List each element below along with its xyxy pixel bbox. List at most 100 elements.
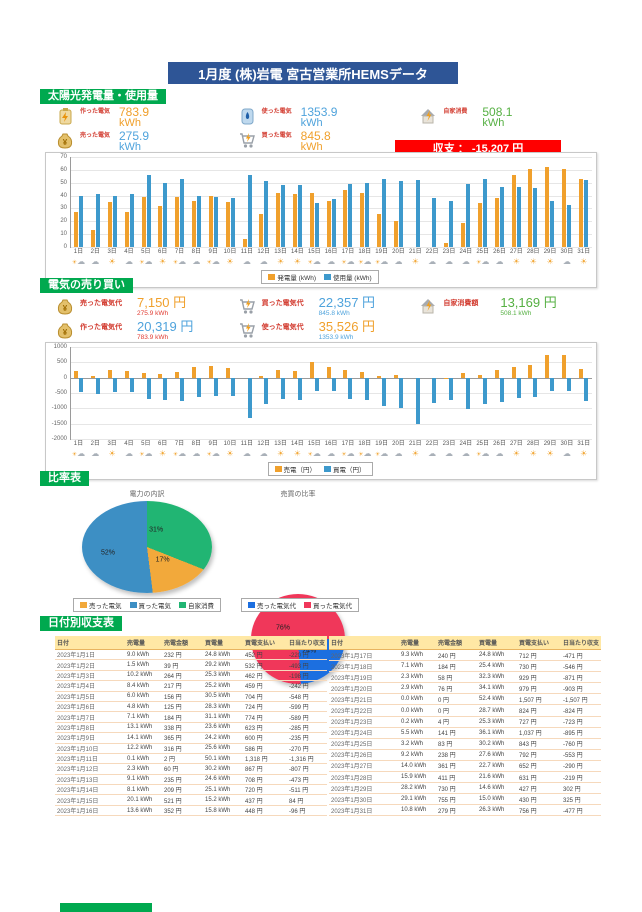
kpi-value: 35,526 円	[318, 319, 376, 334]
bar-series-2	[230, 377, 235, 396]
bar-group-day-8	[189, 157, 206, 247]
bar-series-2	[129, 377, 134, 392]
bar-series-2	[96, 377, 101, 394]
x-axis-label: 15日	[307, 249, 321, 255]
weather-icon-partly: ☀☁	[139, 257, 153, 266]
bar-group-day-12	[256, 157, 273, 247]
y-axis-tick: 40	[60, 192, 67, 199]
x-axis-label: 9日	[208, 441, 218, 447]
legend-item: 買った電気	[129, 600, 171, 610]
bar-series-1	[444, 243, 449, 247]
weather-icon-partly: ☀☁	[358, 257, 372, 266]
x-axis-label: 2日	[90, 441, 100, 447]
bar-series-2	[146, 175, 151, 247]
table-cell: 50.1 kWh	[203, 753, 243, 765]
table-cell: 2023年1月14日	[55, 784, 125, 796]
x-axis-label: 26日	[493, 441, 506, 447]
pie-percent-label: 17%	[155, 556, 170, 564]
weather-icon-sun: ☀	[529, 257, 537, 266]
gridline	[71, 439, 592, 440]
table-cell: 338 円	[162, 722, 203, 734]
x-axis-label: 2日	[90, 249, 100, 255]
y-axis-tick: 20	[60, 218, 67, 225]
table-cell: 13.6 kWh	[125, 805, 162, 817]
bar-group-day-29	[542, 347, 559, 439]
pie-legend-power-breakdown: 売った電気 買った電気 自家消費	[52, 598, 242, 612]
legend-swatch	[248, 602, 255, 608]
table-cell: 27.6 kWh	[477, 749, 517, 761]
bar-series-2	[163, 182, 168, 247]
table-cell: 29.1 kWh	[399, 793, 436, 806]
bar-series-2	[297, 377, 302, 400]
table-row: 2023年1月5日 6.0 kWh 156 円 30.5 kWh 704 円 -548 円	[55, 691, 327, 702]
table-cell: -807 円	[287, 763, 327, 775]
weather-icon-partly: ☀☁	[71, 257, 86, 266]
bar-group-day-31	[575, 347, 592, 439]
gridline	[71, 157, 592, 158]
table-cell: 22.7 kWh	[477, 760, 517, 773]
table-cell: -895 円	[561, 727, 601, 739]
plot-area	[70, 347, 592, 440]
bar-group-day-25	[475, 347, 492, 439]
bar-series-1	[276, 370, 281, 378]
bar-series-2	[247, 175, 252, 247]
column-header: 売電金額	[162, 636, 203, 650]
table-header: 日付 売電量 売電金額 買電量 買電支払い 日当たり収支	[329, 636, 601, 650]
table-header-row: 日付 売電量 売電金額 買電量 買電支払い 日当たり収支	[55, 636, 327, 650]
x-axis-label: 8日	[191, 249, 201, 255]
table-cell: 15.9 kWh	[399, 771, 436, 784]
table-cell: 15.2 kWh	[203, 794, 243, 806]
kpi-value: 13,169 円	[500, 295, 557, 310]
table-cell: 238 円	[436, 749, 477, 761]
y-axis: 0 10 20 30 40 50 60 70	[48, 154, 70, 250]
legend-swatch	[304, 602, 311, 608]
bar-series-2	[348, 377, 353, 400]
kpi-sub-value: 845.8 kWh	[318, 310, 350, 317]
table-cell: 2023年1月20日	[329, 682, 399, 695]
table-cell: 83 円	[436, 738, 477, 750]
table-cell: 979 円	[517, 682, 561, 695]
table-row: 2023年1月16日 13.6 kWh 352 円 15.8 kWh 448 円 -96 …	[55, 805, 327, 817]
legend-label: 売った電気	[89, 603, 122, 610]
bar-series-1	[545, 355, 550, 378]
pie-percent-label: 31%	[149, 526, 164, 534]
legend-item: 売電（円）	[274, 464, 316, 474]
table-cell: 6.0 kWh	[125, 691, 162, 702]
table-cell: 26.3 kWh	[477, 804, 517, 817]
gridline	[71, 182, 592, 184]
table-cell: -242 円	[287, 680, 327, 692]
table-cell: 929 円	[517, 671, 561, 684]
bar-series-2	[466, 377, 471, 410]
table-cell: 30.2 kWh	[477, 738, 517, 750]
bar-series-1	[461, 373, 466, 378]
gridline	[71, 362, 592, 364]
bar-series-2	[281, 377, 286, 400]
section-header-ratio: 比率表	[40, 471, 89, 486]
table-cell: 5.5 kWh	[399, 727, 436, 739]
x-axis-label: 26日	[493, 249, 506, 255]
weather-icon-sun: ☀	[512, 257, 520, 266]
cart-icon	[237, 130, 257, 150]
weather-icon-sun: ☀	[108, 257, 116, 266]
bar-series-1	[461, 222, 466, 247]
gridline	[71, 221, 592, 223]
bar-group-day-13	[273, 157, 290, 247]
x-axis-label: 28日	[526, 249, 540, 255]
table-cell: 34.1 kWh	[477, 682, 517, 695]
boiler-icon	[237, 106, 257, 126]
weather-icon-cloud: ☁	[242, 449, 251, 458]
table-row: 2023年1月8日 13.1 kWh 338 円 23.6 kWh 623 円 -285 …	[55, 722, 327, 734]
table-cell: 532 円	[243, 659, 287, 671]
x-axis-label: 10日	[223, 441, 237, 447]
bar-group-day-10	[222, 157, 239, 247]
table-row: 2023年1月14日 8.1 kWh 209 円 25.1 kWh 720 円 -511 …	[55, 784, 327, 796]
kpi-sub-value: 783.9 kWh	[137, 334, 169, 341]
table-cell: 25.2 kWh	[203, 680, 243, 692]
chart-legend: 売電（円） 買電（円）	[267, 462, 373, 476]
legend-label: 買った電気代	[313, 603, 352, 610]
table-cell: 2 円	[162, 753, 203, 765]
table-cell: 15.8 kWh	[203, 805, 243, 817]
table-row: 2023年1月11日 0.1 kWh 2 円 50.1 kWh 1,318 円 -1,31…	[55, 753, 327, 765]
x-axis-label: 13日	[274, 441, 287, 447]
bar-series-1	[225, 202, 230, 247]
